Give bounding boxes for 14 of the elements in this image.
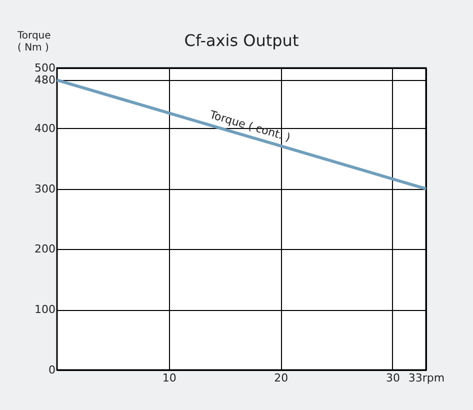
x-tick-label: 10	[162, 372, 176, 384]
y-axis-title: Torque ( Nm )	[16, 30, 51, 54]
y-tick-label: 300	[34, 182, 56, 196]
y-tick-label: 200	[34, 242, 56, 256]
x-tick-label: 20	[274, 372, 288, 384]
y-tick-label: 400	[34, 122, 56, 135]
x-tick-label: 30	[386, 372, 400, 384]
annotation: Torque ( cont. )	[207, 108, 292, 144]
y-tick-label: 0	[48, 364, 56, 376]
chart-title: Cf-axis Output	[184, 31, 299, 50]
y-tick-label: 480	[34, 74, 56, 87]
y-tick-label: 100	[34, 303, 56, 316]
y-tick-label: 500	[34, 62, 56, 74]
x-tick-label: 33rpm	[408, 372, 445, 384]
